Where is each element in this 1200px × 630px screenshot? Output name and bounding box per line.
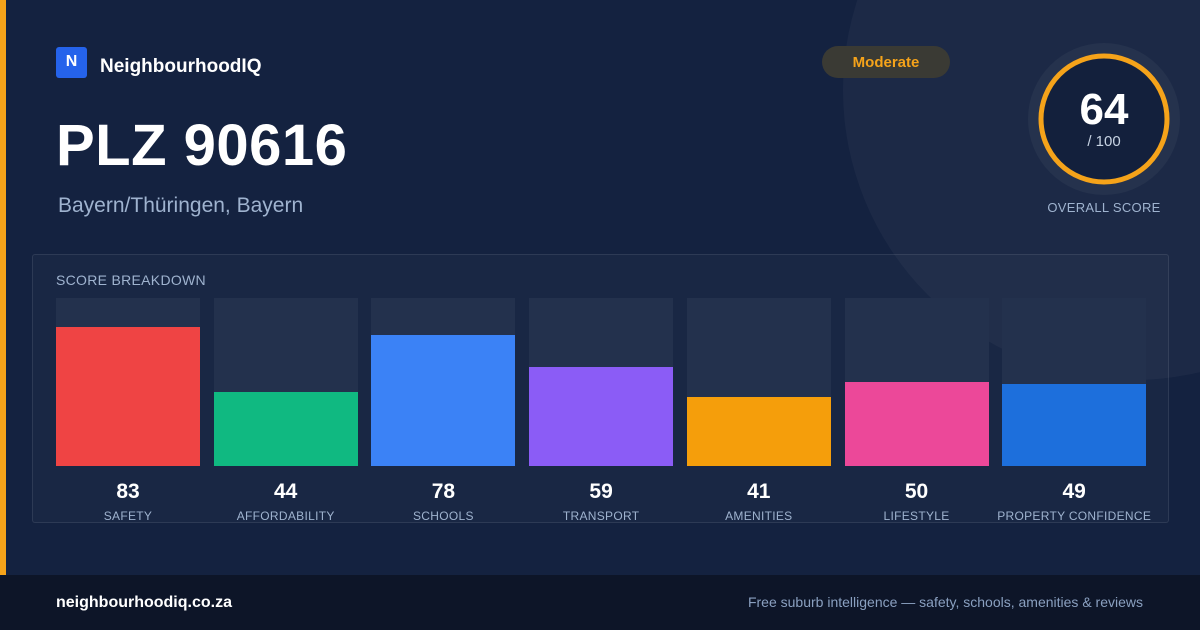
overall-score-label: OVERALL SCORE — [1047, 200, 1161, 215]
bar-value-affordability: 44 — [274, 480, 298, 503]
bar-track — [1002, 298, 1147, 466]
bar-track — [686, 298, 831, 466]
bar-label-affordability: AFFORDABILITY — [236, 509, 335, 523]
bar-label-transport: TRANSPORT — [562, 509, 640, 523]
brand-logo-icon: N — [56, 46, 87, 78]
location-subtitle: Bayern/Thüringen, Bayern — [58, 194, 304, 217]
bar-value-amenities: 41 — [747, 480, 771, 503]
bar-fill-lifestyle — [844, 382, 989, 466]
bar-track — [371, 298, 516, 466]
score-breakdown-panel — [32, 254, 1169, 523]
bar-label-property-confidence: PROPERTY CONFIDENCE — [997, 509, 1152, 523]
bar-track — [56, 298, 200, 466]
share-card: N NeighbourhoodIQ PLZ 90616 Bayern/Thüri… — [0, 0, 1181, 575]
bar-value-lifestyle: 50 — [904, 480, 929, 503]
footer-domain-link[interactable]: neighbourhoodiq.co.za — [56, 594, 232, 611]
bar-label-lifestyle: LIFESTYLE — [883, 509, 950, 523]
overall-score-denominator: / 100 — [1087, 133, 1121, 150]
bar-label-amenities: AMENITIES — [725, 509, 793, 523]
bar-fill-affordability — [213, 392, 358, 466]
footer: neighbourhoodiq.co.za Free suburb intell… — [0, 575, 1200, 630]
score-ring-arc — [1038, 53, 1170, 185]
bar-value-schools: 78 — [431, 480, 456, 503]
bar-label-safety: SAFETY — [103, 509, 153, 523]
bar-value-property-confidence: 49 — [1062, 480, 1086, 503]
bar-value-transport: 59 — [589, 480, 613, 503]
accent-bar — [0, 0, 6, 575]
overall-score-value: 64 — [1079, 85, 1129, 134]
footer-tagline: Free suburb intelligence — safety, schoo… — [747, 594, 1143, 610]
bar-fill-schools — [371, 334, 516, 466]
bar-value-safety: 83 — [116, 480, 140, 503]
score-ring-graphic — [1028, 43, 1180, 195]
bar-fill-amenities — [686, 397, 831, 466]
bar-fill-safety — [56, 326, 200, 466]
page-title: PLZ 90616 — [56, 113, 348, 178]
bar-track — [529, 298, 674, 466]
rating-badge: Moderate — [822, 46, 950, 78]
bar-fill-transport — [529, 366, 674, 466]
bar-fill-property-confidence — [1002, 383, 1147, 466]
overall-score-ring: 64 / 100 — [1027, 42, 1181, 196]
bar-label-schools: SCHOOLS — [412, 509, 474, 523]
score-breakdown-title: SCORE BREAKDOWN — [56, 272, 206, 288]
bar-track — [844, 298, 989, 466]
brand[interactable]: N NeighbourhoodIQ — [56, 46, 261, 78]
bar-track — [213, 298, 358, 466]
brand-name: NeighbourhoodIQ — [100, 56, 262, 77]
